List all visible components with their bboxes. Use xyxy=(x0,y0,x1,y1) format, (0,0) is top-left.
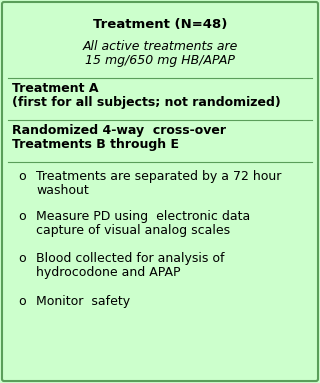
Text: Treatment A: Treatment A xyxy=(12,82,99,95)
Text: washout: washout xyxy=(36,184,89,197)
Text: Monitor  safety: Monitor safety xyxy=(36,295,130,308)
FancyBboxPatch shape xyxy=(2,2,318,381)
Text: (first for all subjects; not randomized): (first for all subjects; not randomized) xyxy=(12,96,281,109)
Text: hydrocodone and APAP: hydrocodone and APAP xyxy=(36,266,180,279)
Text: o: o xyxy=(18,210,26,223)
Text: capture of visual analog scales: capture of visual analog scales xyxy=(36,224,230,237)
Text: Blood collected for analysis of: Blood collected for analysis of xyxy=(36,252,225,265)
Text: 15 mg/650 mg HB/APAP: 15 mg/650 mg HB/APAP xyxy=(85,54,235,67)
Text: Treatments are separated by a 72 hour: Treatments are separated by a 72 hour xyxy=(36,170,281,183)
Text: Measure PD using  electronic data: Measure PD using electronic data xyxy=(36,210,250,223)
Text: o: o xyxy=(18,252,26,265)
Text: o: o xyxy=(18,170,26,183)
Text: All active treatments are: All active treatments are xyxy=(82,40,238,53)
Text: o: o xyxy=(18,295,26,308)
Text: Treatments B through E: Treatments B through E xyxy=(12,138,179,151)
Text: Randomized 4-way  cross-over: Randomized 4-way cross-over xyxy=(12,124,226,137)
Text: Treatment (N=48): Treatment (N=48) xyxy=(93,18,227,31)
